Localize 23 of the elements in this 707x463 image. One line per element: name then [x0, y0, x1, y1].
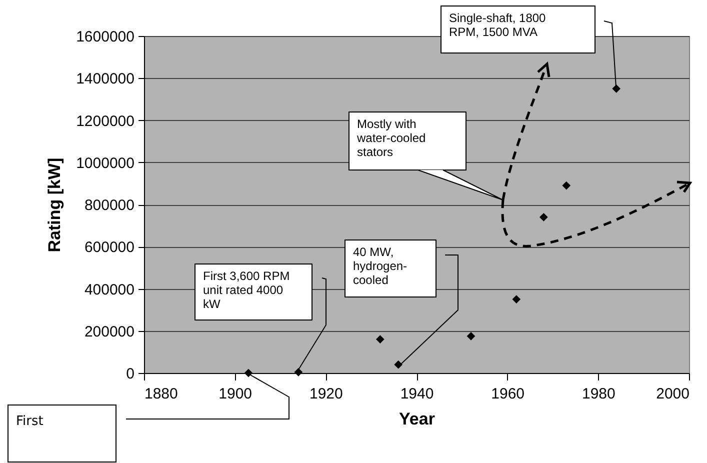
y-tick-label: 600000	[84, 239, 134, 256]
y-tick-label: 1400000	[76, 70, 134, 88]
y-tick-label: 1200000	[76, 112, 134, 130]
y-axis-title: Rating [kW]	[45, 158, 64, 252]
y-tick-label: 400000	[84, 281, 134, 298]
y-tick-label: 200000	[84, 323, 134, 340]
x-tick-label: 1960	[491, 386, 525, 402]
text: First	[15, 413, 44, 431]
x-tick-label: 1880	[144, 386, 178, 402]
y-tick-label: 800000	[84, 197, 134, 214]
annotation: Single-shaft, 1800 RPM, 1500 MVA	[448, 10, 547, 41]
annotation: First 3,600 RPM unit rated 4000 kW	[202, 268, 291, 313]
x-axis-title: Year	[399, 410, 436, 428]
x-tick-label: 2000	[656, 386, 690, 402]
x-tick-label: 1980	[582, 386, 616, 402]
x-tick-label: 1940	[400, 386, 434, 402]
y-tick-label: 1000000	[76, 154, 134, 172]
y-tick-label: 1600000	[76, 28, 134, 46]
annotation: 40 MW, hydrogen-cooled	[352, 244, 408, 289]
y-tick-label: 0	[126, 366, 134, 382]
x-tick-label: 1920	[309, 386, 343, 402]
x-tick-label: 1900	[218, 386, 252, 402]
annotation: Mostly with water-cooled stators	[356, 116, 427, 161]
